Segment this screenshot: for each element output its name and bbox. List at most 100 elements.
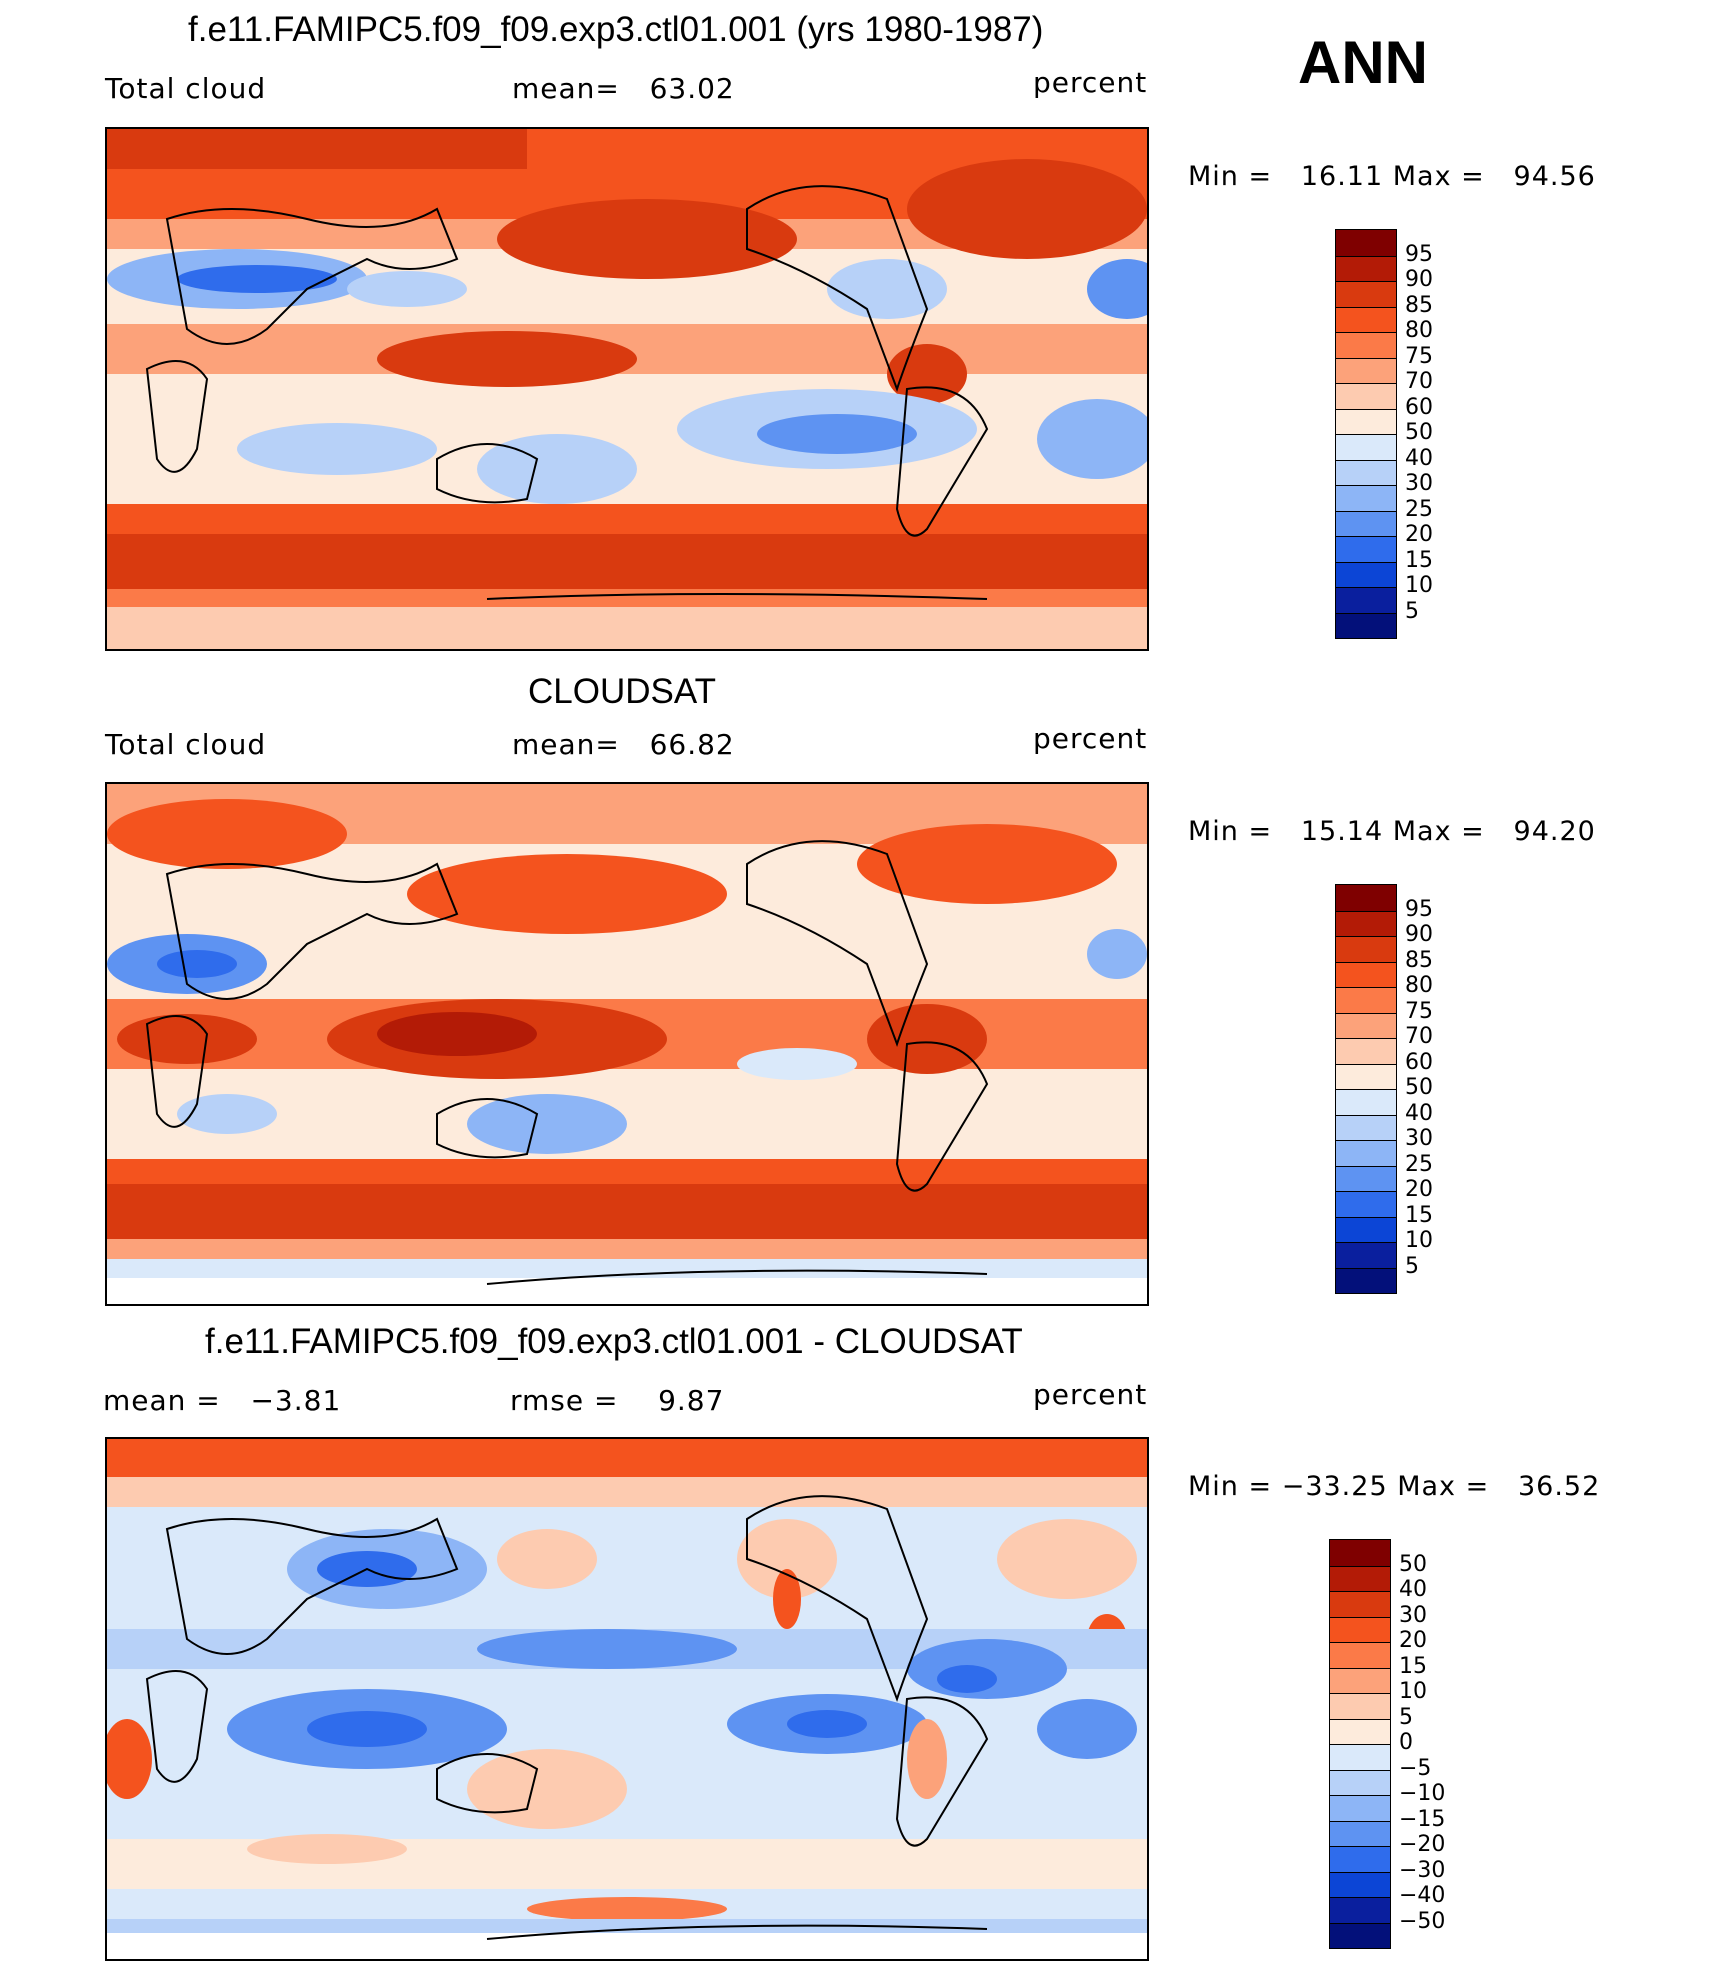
colorbar-cell bbox=[1330, 1591, 1390, 1617]
colorbar-cell bbox=[1330, 1616, 1390, 1642]
colorbar-cell bbox=[1336, 510, 1396, 536]
colorbar-cell bbox=[1330, 1897, 1390, 1923]
colorbar-cell bbox=[1336, 383, 1396, 409]
colorbar-cell bbox=[1330, 1846, 1390, 1872]
panel-1-left-label: Total cloud bbox=[105, 72, 267, 105]
colorbar-cell bbox=[1336, 1063, 1396, 1089]
colorbar-cell bbox=[1336, 612, 1396, 638]
colorbar-cell bbox=[1336, 485, 1396, 511]
colorbar-label: −15 bbox=[1399, 1806, 1446, 1832]
colorbar-label: 15 bbox=[1399, 1653, 1427, 1679]
colorbar-label: 50 bbox=[1399, 1551, 1427, 1577]
colorbar-cell bbox=[1336, 1114, 1396, 1140]
colorbar-cell bbox=[1330, 1871, 1390, 1897]
colorbar-cell bbox=[1336, 987, 1396, 1013]
colorbar-label: 90 bbox=[1405, 922, 1433, 947]
colorbar-label: 10 bbox=[1405, 573, 1433, 598]
colorbar-label: 40 bbox=[1405, 445, 1433, 471]
colorbar-label: 20 bbox=[1405, 522, 1433, 547]
colorbar-cell bbox=[1336, 536, 1396, 562]
colorbar-cell bbox=[1336, 1242, 1396, 1268]
colorbar-cell bbox=[1336, 459, 1396, 485]
colorbar-label: 75 bbox=[1405, 998, 1433, 1024]
colorbar-cell bbox=[1336, 936, 1396, 962]
colorbar-label: −40 bbox=[1399, 1883, 1446, 1908]
colorbar-label: 80 bbox=[1405, 318, 1433, 343]
colorbar-label: 30 bbox=[1399, 1602, 1427, 1628]
panel-1-title: f.e11.FAMIPC5.f09_f09.exp3.ctl01.001 (yr… bbox=[188, 10, 1044, 49]
colorbar-label: 40 bbox=[1399, 1577, 1427, 1602]
colorbar-cell bbox=[1330, 1642, 1390, 1668]
colorbar-cell bbox=[1336, 561, 1396, 587]
colorbar-label: 20 bbox=[1399, 1628, 1427, 1653]
colorbar-cell bbox=[1336, 1267, 1396, 1293]
colorbar-label: 70 bbox=[1405, 369, 1433, 394]
panel-3-units-label: percent bbox=[1033, 1378, 1148, 1411]
colorbar-label: 70 bbox=[1405, 1024, 1433, 1049]
colorbar-label: 0 bbox=[1399, 1730, 1413, 1755]
colorbar-cell bbox=[1336, 910, 1396, 936]
colorbar-cell bbox=[1336, 1140, 1396, 1166]
panel-2-mean-label: mean= 66.82 bbox=[512, 728, 735, 761]
colorbar-cell bbox=[1336, 230, 1396, 256]
panel-1-mean-label: mean= 63.02 bbox=[512, 72, 735, 105]
colorbar-label: −5 bbox=[1399, 1755, 1432, 1781]
panel-1-map bbox=[105, 127, 1149, 651]
colorbar-cell bbox=[1336, 1089, 1396, 1115]
panel-2-units-label: percent bbox=[1033, 722, 1148, 755]
colorbar-label: 30 bbox=[1405, 471, 1433, 496]
colorbar-cell bbox=[1330, 1718, 1390, 1744]
panel-2-map bbox=[105, 782, 1149, 1306]
colorbar-label: 60 bbox=[1405, 1049, 1433, 1075]
colorbar-label: 80 bbox=[1405, 973, 1433, 998]
colorbar-cell bbox=[1336, 1012, 1396, 1038]
panel-3-rmse-label: rmse = 9.87 bbox=[510, 1384, 725, 1417]
colorbar-label: −10 bbox=[1399, 1781, 1446, 1806]
colorbar-label: 95 bbox=[1405, 896, 1433, 922]
colorbar-cell bbox=[1330, 1922, 1390, 1948]
colorbar-label: 60 bbox=[1405, 394, 1433, 420]
panel-3-map bbox=[105, 1437, 1149, 1961]
colorbar-label: 95 bbox=[1405, 241, 1433, 267]
panel-2-title: CLOUDSAT bbox=[528, 672, 716, 711]
colorbar-cell bbox=[1336, 408, 1396, 434]
panel-1-minmax: Min = 16.11 Max = 94.56 bbox=[1188, 161, 1596, 192]
colorbar-label: 10 bbox=[1405, 1228, 1433, 1253]
colorbar-label: 25 bbox=[1405, 496, 1433, 522]
colorbar-label: 5 bbox=[1399, 1704, 1413, 1730]
colorbar-cell bbox=[1330, 1795, 1390, 1821]
colorbar-cell bbox=[1336, 434, 1396, 460]
panel-2-left-label: Total cloud bbox=[105, 728, 267, 761]
colorbar-label: 85 bbox=[1405, 947, 1433, 973]
panel-2-minmax: Min = 15.14 Max = 94.20 bbox=[1188, 816, 1596, 847]
colorbar-label: 25 bbox=[1405, 1151, 1433, 1177]
colorbar-label: −20 bbox=[1399, 1832, 1446, 1857]
colorbar-cell bbox=[1336, 885, 1396, 911]
colorbar-label: 50 bbox=[1405, 1075, 1433, 1100]
colorbar-cell bbox=[1336, 255, 1396, 281]
panel-1-colorbar bbox=[1335, 229, 1397, 639]
colorbar-label: 15 bbox=[1405, 547, 1433, 573]
colorbar-cell bbox=[1330, 1667, 1390, 1693]
colorbar-cell bbox=[1330, 1769, 1390, 1795]
colorbar-cell bbox=[1330, 1693, 1390, 1719]
colorbar-cell bbox=[1330, 1820, 1390, 1846]
colorbar-label: −30 bbox=[1399, 1857, 1446, 1883]
colorbar-cell bbox=[1330, 1540, 1390, 1566]
colorbar-label: 85 bbox=[1405, 292, 1433, 318]
colorbar-label: 15 bbox=[1405, 1202, 1433, 1228]
panel-3-colorbar bbox=[1329, 1539, 1391, 1949]
panel-3-title: f.e11.FAMIPC5.f09_f09.exp3.ctl01.001 - C… bbox=[205, 1322, 1023, 1361]
colorbar-label: 30 bbox=[1405, 1126, 1433, 1151]
colorbar-cell bbox=[1336, 1165, 1396, 1191]
colorbar-label: 10 bbox=[1399, 1679, 1427, 1704]
panel-3-mean-label: mean = −3.81 bbox=[103, 1384, 342, 1417]
colorbar-cell bbox=[1336, 332, 1396, 358]
colorbar-label: 75 bbox=[1405, 343, 1433, 369]
colorbar-label: 5 bbox=[1405, 1253, 1419, 1279]
panel-1-units-label: percent bbox=[1033, 66, 1148, 99]
panel-3-minmax: Min = −33.25 Max = 36.52 bbox=[1188, 1471, 1601, 1502]
colorbar-cell bbox=[1336, 281, 1396, 307]
season-label: ANN bbox=[1298, 29, 1428, 96]
colorbar-cell bbox=[1336, 1038, 1396, 1064]
